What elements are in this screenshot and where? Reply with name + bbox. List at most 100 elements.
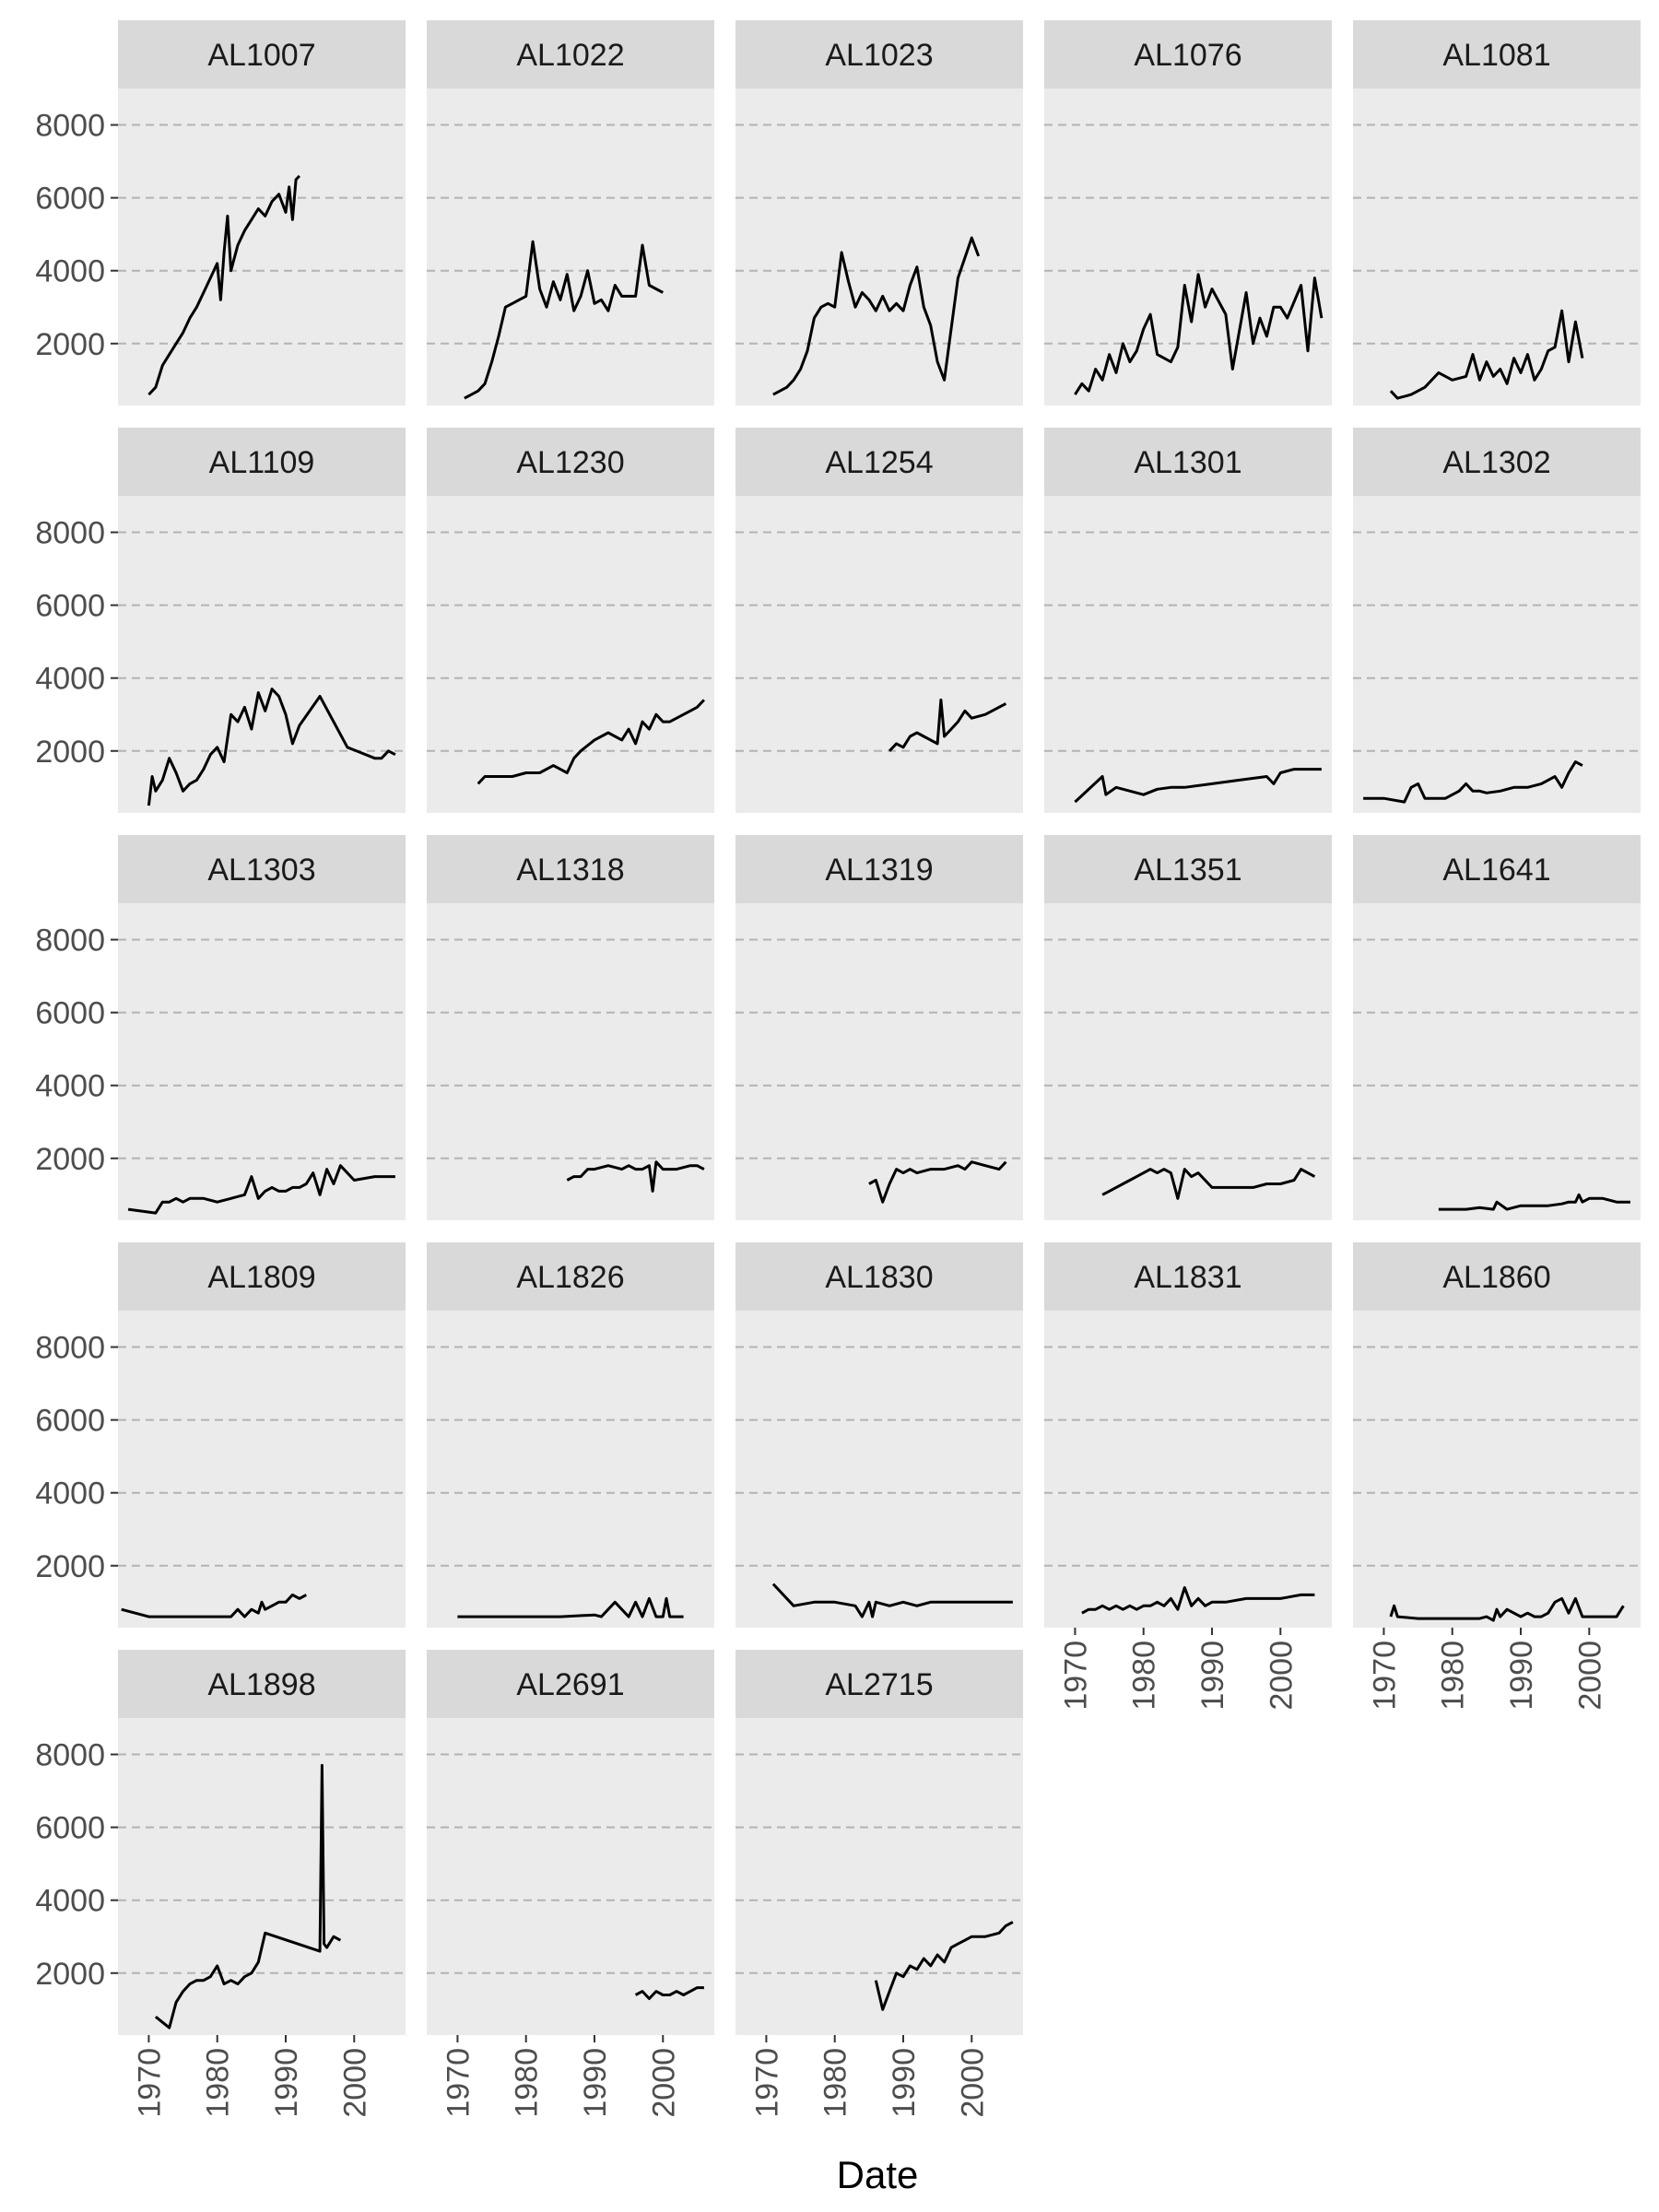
facet-panel-AL1860: AL1860 <box>1353 1242 1641 1628</box>
y-tick-label: 4000 <box>35 1069 105 1104</box>
series-line-AL1023 <box>772 236 981 396</box>
facet-panel-AL1830: AL1830 <box>735 1242 1023 1628</box>
strip-background <box>1044 1242 1332 1311</box>
y-tick-label: 8000 <box>35 924 105 959</box>
x-tick-label: 1970 <box>1367 1641 1402 1711</box>
panel-background <box>1044 903 1332 1220</box>
series-line-AL1351 <box>1101 1168 1316 1200</box>
panel-background <box>118 88 406 406</box>
series-line-AL1230 <box>477 699 705 785</box>
facet-panel-AL2691: AL2691 <box>427 1650 714 2035</box>
strip-label: AL1109 <box>209 445 315 480</box>
panel-background <box>1044 88 1332 406</box>
panel-background <box>1044 1311 1332 1628</box>
y-tick-label: 8000 <box>35 109 105 144</box>
series-line-AL1302 <box>1363 760 1583 804</box>
strip-background <box>1044 20 1332 88</box>
y-tick-label: 6000 <box>35 589 105 624</box>
facet-panel-AL1109: AL1109 <box>118 428 406 813</box>
y-tick-label: 4000 <box>35 1477 105 1512</box>
panel-background <box>735 1311 1023 1628</box>
strip-label: AL1022 <box>516 38 624 73</box>
x-tick-label: 1990 <box>1195 1641 1230 1711</box>
y-tick-label: 2000 <box>35 1957 105 1992</box>
series-line-AL1318 <box>566 1160 705 1193</box>
strip-label: AL1023 <box>825 38 933 73</box>
y-tick-label: 2000 <box>35 327 105 362</box>
strip-background <box>735 1242 1023 1311</box>
strip-background <box>1353 1242 1641 1311</box>
panel-background <box>118 903 406 1220</box>
strip-background <box>1353 428 1641 496</box>
strip-background <box>735 20 1023 88</box>
facet-panel-AL1254: AL1254 <box>735 428 1023 813</box>
x-tick-label: 1990 <box>887 2048 922 2118</box>
series-line-AL1319 <box>868 1160 1007 1204</box>
panel-background <box>1044 496 1332 813</box>
strip-label: AL1230 <box>516 445 624 480</box>
series-line-AL1830 <box>771 1583 1013 1618</box>
facet-panel-AL1230: AL1230 <box>427 428 714 813</box>
facet-panel-AL1022: AL1022 <box>427 20 714 406</box>
y-tick-label: 8000 <box>35 516 105 551</box>
y-tick-label: 6000 <box>35 182 105 217</box>
series-line-AL1898 <box>154 1763 342 2030</box>
facet-panel-AL1007: AL1007 <box>118 20 406 406</box>
facet-panel-AL1303: AL1303 <box>118 835 406 1220</box>
y-tick-label: 4000 <box>35 1884 105 1919</box>
strip-label: AL1351 <box>1134 853 1241 888</box>
facet-panel-AL1319: AL1319 <box>735 835 1023 1220</box>
y-tick-label: 4000 <box>35 254 105 289</box>
strip-label: AL1007 <box>207 38 315 73</box>
x-tick-label: 1980 <box>510 2048 545 2118</box>
y-tick-label: 8000 <box>35 1738 105 1773</box>
facet-panel-AL1081: AL1081 <box>1353 20 1641 406</box>
y-tick-label: 2000 <box>35 735 105 770</box>
series-line-AL1007 <box>147 174 300 396</box>
strip-label: AL1301 <box>1134 445 1241 480</box>
series-line-AL2691 <box>634 1986 704 2000</box>
strip-background <box>118 1242 406 1311</box>
facet-panel-AL1898: AL1898 <box>118 1650 406 2035</box>
y-tick-label: 2000 <box>35 1549 105 1584</box>
x-tick-label: 1980 <box>1436 1641 1471 1711</box>
panel-background <box>118 496 406 813</box>
y-axis-layer: 2000 4000 6000 8000 2000 4000 6000 8000 2000 4000… <box>35 109 118 1992</box>
series-line-AL1109 <box>147 688 396 806</box>
series-line-AL1641 <box>1438 1193 1630 1211</box>
strip-background <box>427 1650 714 1718</box>
panel-background <box>735 1718 1023 2035</box>
series-line-AL1081 <box>1389 309 1584 400</box>
x-tick-label: 2000 <box>1572 1641 1607 1711</box>
panel-background <box>735 903 1023 1220</box>
strip-label: AL1318 <box>516 853 624 888</box>
strip-label: AL2715 <box>825 1667 933 1702</box>
strip-label: AL1254 <box>825 445 933 480</box>
x-tick-label: 1990 <box>1504 1641 1539 1711</box>
strip-background <box>427 835 714 903</box>
strip-label: AL1081 <box>1442 38 1550 73</box>
x-tick-label: 1990 <box>269 2048 304 2118</box>
x-tick-label: 2000 <box>955 2048 990 2118</box>
series-line-AL1831 <box>1081 1586 1315 1615</box>
panel-background <box>735 88 1023 406</box>
strip-background <box>118 428 406 496</box>
panel-background <box>427 1311 714 1628</box>
panel-background <box>427 1718 714 2035</box>
strip-background <box>1044 835 1332 903</box>
x-tick-label: 1980 <box>1127 1641 1162 1711</box>
x-tick-label: 1970 <box>441 2048 476 2118</box>
strip-label: AL1641 <box>1442 853 1550 888</box>
panel-background <box>427 903 714 1220</box>
y-tick-label: 6000 <box>35 1404 105 1439</box>
x-tick-label: 2000 <box>1264 1641 1299 1711</box>
panel-background <box>118 1718 406 2035</box>
strip-label: AL1826 <box>516 1260 624 1295</box>
strip-background <box>427 20 714 88</box>
panels-layer: AL1007 AL1022 AL1023 AL1076 AL1081 AL1109 AL12… <box>118 20 1641 2035</box>
strip-background <box>735 1650 1023 1718</box>
facet-panel-AL1023: AL1023 <box>735 20 1023 406</box>
strip-label: AL1319 <box>825 853 933 888</box>
strip-label: AL1831 <box>1134 1260 1241 1295</box>
strip-background <box>427 428 714 496</box>
